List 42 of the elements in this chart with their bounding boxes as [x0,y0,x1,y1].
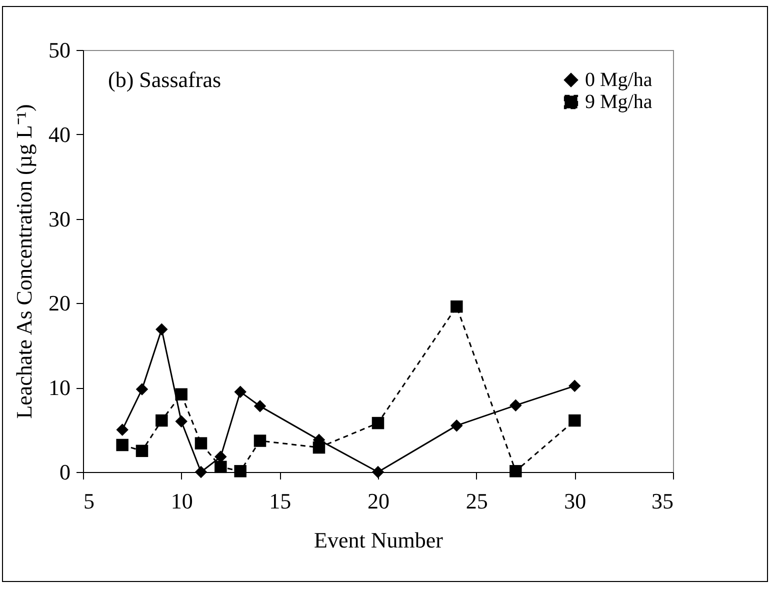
legend-label: 9 Mg/ha [585,91,652,113]
point [372,416,384,430]
x-tick-label: 15 [269,488,292,514]
point [254,434,266,447]
y-tick-label: 0 [60,460,70,484]
x-tick-label: 20 [368,488,390,514]
x-tick-label: 25 [466,488,488,514]
x-tick-label: 5 [84,488,94,514]
legend-label: 0 Mg/ha [585,69,652,91]
point [234,465,246,478]
x-tick-label: 30 [564,488,586,514]
point [568,380,581,392]
point [234,386,246,398]
point [116,424,128,436]
point [214,460,227,474]
point [510,399,522,412]
y-tick-label: 20 [48,290,70,316]
x-tick-label: 10 [170,488,193,514]
point [156,323,168,336]
point [116,438,128,452]
y-tick-label: 50 [48,38,70,62]
y-tick-label: 10 [48,375,70,400]
y-axis-title: Leachate As Concentration (µg L⁻¹) [12,104,36,419]
point [254,400,266,412]
point [450,419,463,432]
y-tick-label: 30 [48,206,70,232]
point [136,383,148,396]
point [156,414,168,427]
annotation: (b) Sassafras [108,67,222,92]
point [510,465,522,478]
point [312,441,326,454]
point [194,466,208,478]
point [450,300,463,313]
point [372,466,384,478]
x-tick-label: 35 [652,488,674,514]
point [175,415,188,428]
point [194,437,208,450]
x-axis-title: Event Number [314,528,444,552]
point [568,414,581,427]
y-tick-label: 40 [48,122,70,147]
point [136,444,148,458]
point [175,388,188,400]
